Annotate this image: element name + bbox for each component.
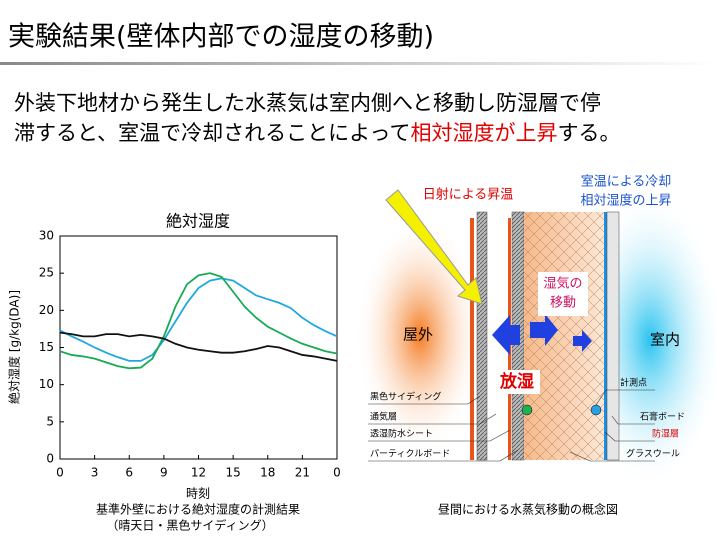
heat-label: 日射による昇温 bbox=[423, 187, 514, 203]
x-tick-label: 15 bbox=[225, 466, 240, 480]
chart-caption: （晴天日・黒色サイディング） bbox=[106, 518, 273, 533]
lead-highlight: 相対湿度が上昇 bbox=[410, 121, 557, 145]
lead-text: する。 bbox=[557, 121, 620, 145]
x-tick-label: 6 bbox=[125, 466, 133, 480]
gypsum-board bbox=[606, 211, 620, 461]
y-tick-label: 25 bbox=[39, 266, 54, 280]
leaders bbox=[368, 389, 655, 462]
y-tick-label: 5 bbox=[46, 414, 54, 428]
slide-title: 実験結果(壁体内部での湿度の移動) bbox=[8, 22, 434, 53]
moisture-arrow bbox=[530, 314, 558, 346]
x-tick-label: 12 bbox=[191, 466, 206, 480]
layer-label: 透湿防水シート bbox=[370, 428, 433, 440]
layer-label: 黒色サイディング bbox=[370, 391, 441, 403]
chart: 絶対湿度 絶対湿度 [g/kg(DA)] 時刻 基準外壁における絶対湿度の計測結… bbox=[7, 212, 341, 533]
moisture-label: 湿気の bbox=[543, 276, 582, 292]
moisture-arrow bbox=[492, 315, 520, 355]
outside-label: 屋外 bbox=[403, 326, 433, 344]
layer-label: 防湿層 bbox=[652, 428, 679, 440]
siding-surface bbox=[470, 218, 474, 460]
lead-line: 滞すると、室温で冷却されることによって相対湿度が上昇する。 bbox=[14, 121, 620, 145]
sun-arrow bbox=[385, 189, 483, 305]
data-line bbox=[59, 272, 338, 370]
y-tick-label: 20 bbox=[39, 303, 54, 317]
x-tick-label: 9 bbox=[160, 466, 168, 480]
lead-text: 滞すると、室温で冷却されることによって bbox=[14, 121, 410, 145]
release-label: 放湿 bbox=[499, 371, 534, 392]
lead-line: 外装下地材から発生した水蒸気は室内側へと移動し防湿層で停 bbox=[14, 91, 601, 115]
layer-label: 石膏ボード bbox=[640, 411, 685, 423]
layer-label: パーティクルボード bbox=[370, 449, 450, 460]
inside-label: 室内 bbox=[650, 331, 680, 349]
moisture-box bbox=[538, 272, 588, 316]
y-tick-label: 30 bbox=[39, 229, 54, 243]
moisture-arrow bbox=[573, 330, 592, 352]
plot-frame bbox=[59, 235, 338, 460]
y-tick-label: 15 bbox=[39, 340, 54, 354]
y-axis-label: 絶対湿度 [g/kg(DA)] bbox=[7, 290, 22, 404]
moisture-label: 移動 bbox=[550, 296, 576, 311]
measure-point bbox=[521, 404, 533, 416]
y-tick-label: 0 bbox=[46, 452, 54, 466]
data-line bbox=[59, 277, 338, 362]
title-rule bbox=[0, 62, 716, 65]
x-axis-label: 時刻 bbox=[186, 487, 210, 501]
x-tick-label: 21 bbox=[295, 466, 310, 480]
layer-label: グラスウール bbox=[626, 448, 680, 460]
chart-title: 絶対湿度 bbox=[166, 212, 230, 231]
chart-caption: 基準外壁における絶対湿度の計測結果 bbox=[96, 502, 300, 517]
cool-label: 相対湿度の上昇 bbox=[580, 193, 671, 209]
x-tick-label: 0 bbox=[333, 466, 341, 480]
release-box bbox=[494, 370, 540, 394]
diagram-caption: 昼間における水蒸気移動の概念図 bbox=[438, 502, 618, 517]
x-tick-label: 18 bbox=[260, 466, 275, 480]
cool-label: 室温による冷却 bbox=[581, 174, 672, 190]
data-line bbox=[59, 331, 338, 362]
layer-label: 計測点 bbox=[620, 377, 647, 389]
diagram: 日射による昇温 室温による冷却 相対湿度の上昇 屋外 室内 湿気の 移動 放湿 … bbox=[355, 174, 716, 517]
measure-point bbox=[590, 404, 602, 416]
y-tick-label: 10 bbox=[39, 377, 54, 391]
x-tick-label: 3 bbox=[91, 466, 99, 480]
x-tick-label: 0 bbox=[56, 466, 64, 480]
vapor-barrier bbox=[604, 212, 607, 460]
layer-label: 通気層 bbox=[370, 411, 397, 423]
siding bbox=[476, 211, 488, 461]
